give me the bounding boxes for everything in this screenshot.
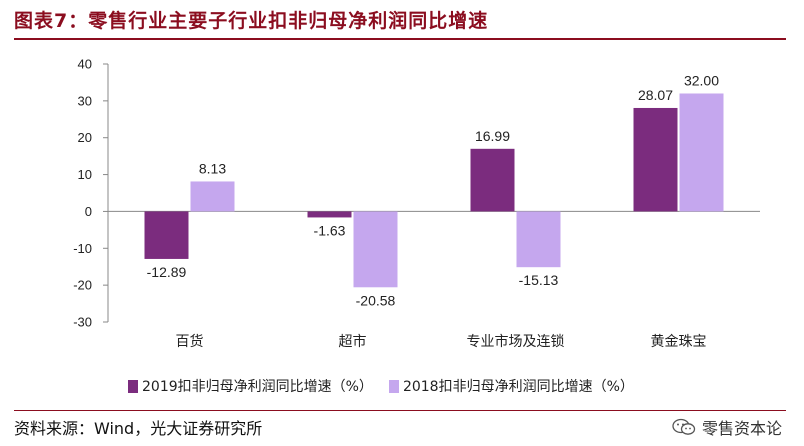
data-label: -1.63 [314,222,346,238]
legend-label-series1: 2019扣非归母净利润同比增速（%） [142,379,373,395]
bar-series2-超市 [353,211,398,288]
watermark-text: 零售资本论 [701,419,782,438]
y-tick-label: 30 [78,93,92,108]
x-category-label: 黄金珠宝 [651,333,707,350]
source-note: 资料来源：Wind，光大证券研究所 [14,419,263,438]
y-tick-label: 0 [85,204,92,219]
y-tick-label: 40 [78,57,92,72]
footer-divider [14,410,786,411]
data-label: 28.07 [638,87,673,103]
chart-title: 图表7：零售行业主要子行业扣非归母净利润同比增速 [14,10,489,32]
legend-swatch-series1 [128,379,138,393]
watermark: 零售资本论 [672,415,782,439]
y-tick-label: -10 [73,241,92,256]
title-divider [14,38,786,40]
x-category-label: 百货 [176,333,204,350]
bar-series1-超市 [307,211,352,218]
bar-series2-专业市场及连锁 [516,211,561,268]
legend-label-series2: 2018扣非归母净利润同比增速（%） [402,379,634,395]
bar-series1-黄金珠宝 [633,107,678,212]
x-category-label: 专业市场及连锁 [467,333,565,350]
legend-item-series2: 2018扣非归母净利润同比增速（%） [388,376,634,396]
bar-series1-专业市场及连锁 [470,148,515,212]
data-label: -15.13 [519,272,559,288]
data-label: 8.13 [199,160,226,176]
data-label: -12.89 [147,264,187,280]
x-category-label: 超市 [339,333,367,350]
legend-item-series1: 2019扣非归母净利润同比增速（%） [128,376,373,396]
legend-swatch-series2 [388,379,399,393]
y-tick-label: 10 [78,167,92,182]
data-label: 32.00 [684,72,719,88]
data-label: 16.99 [475,128,510,144]
bar-series2-黄金珠宝 [679,93,724,212]
data-label: -20.58 [356,292,396,308]
y-tick-label: -30 [73,315,92,330]
bar-series1-百货 [144,211,189,259]
y-tick-label: -20 [73,278,92,293]
legend: 2019扣非归母净利润同比增速（%） 2018扣非归母净利润同比增速（%） [128,376,634,396]
y-tick-label: 20 [78,130,92,145]
bar-series2-百货 [190,181,235,212]
wechat-icon [672,418,696,435]
